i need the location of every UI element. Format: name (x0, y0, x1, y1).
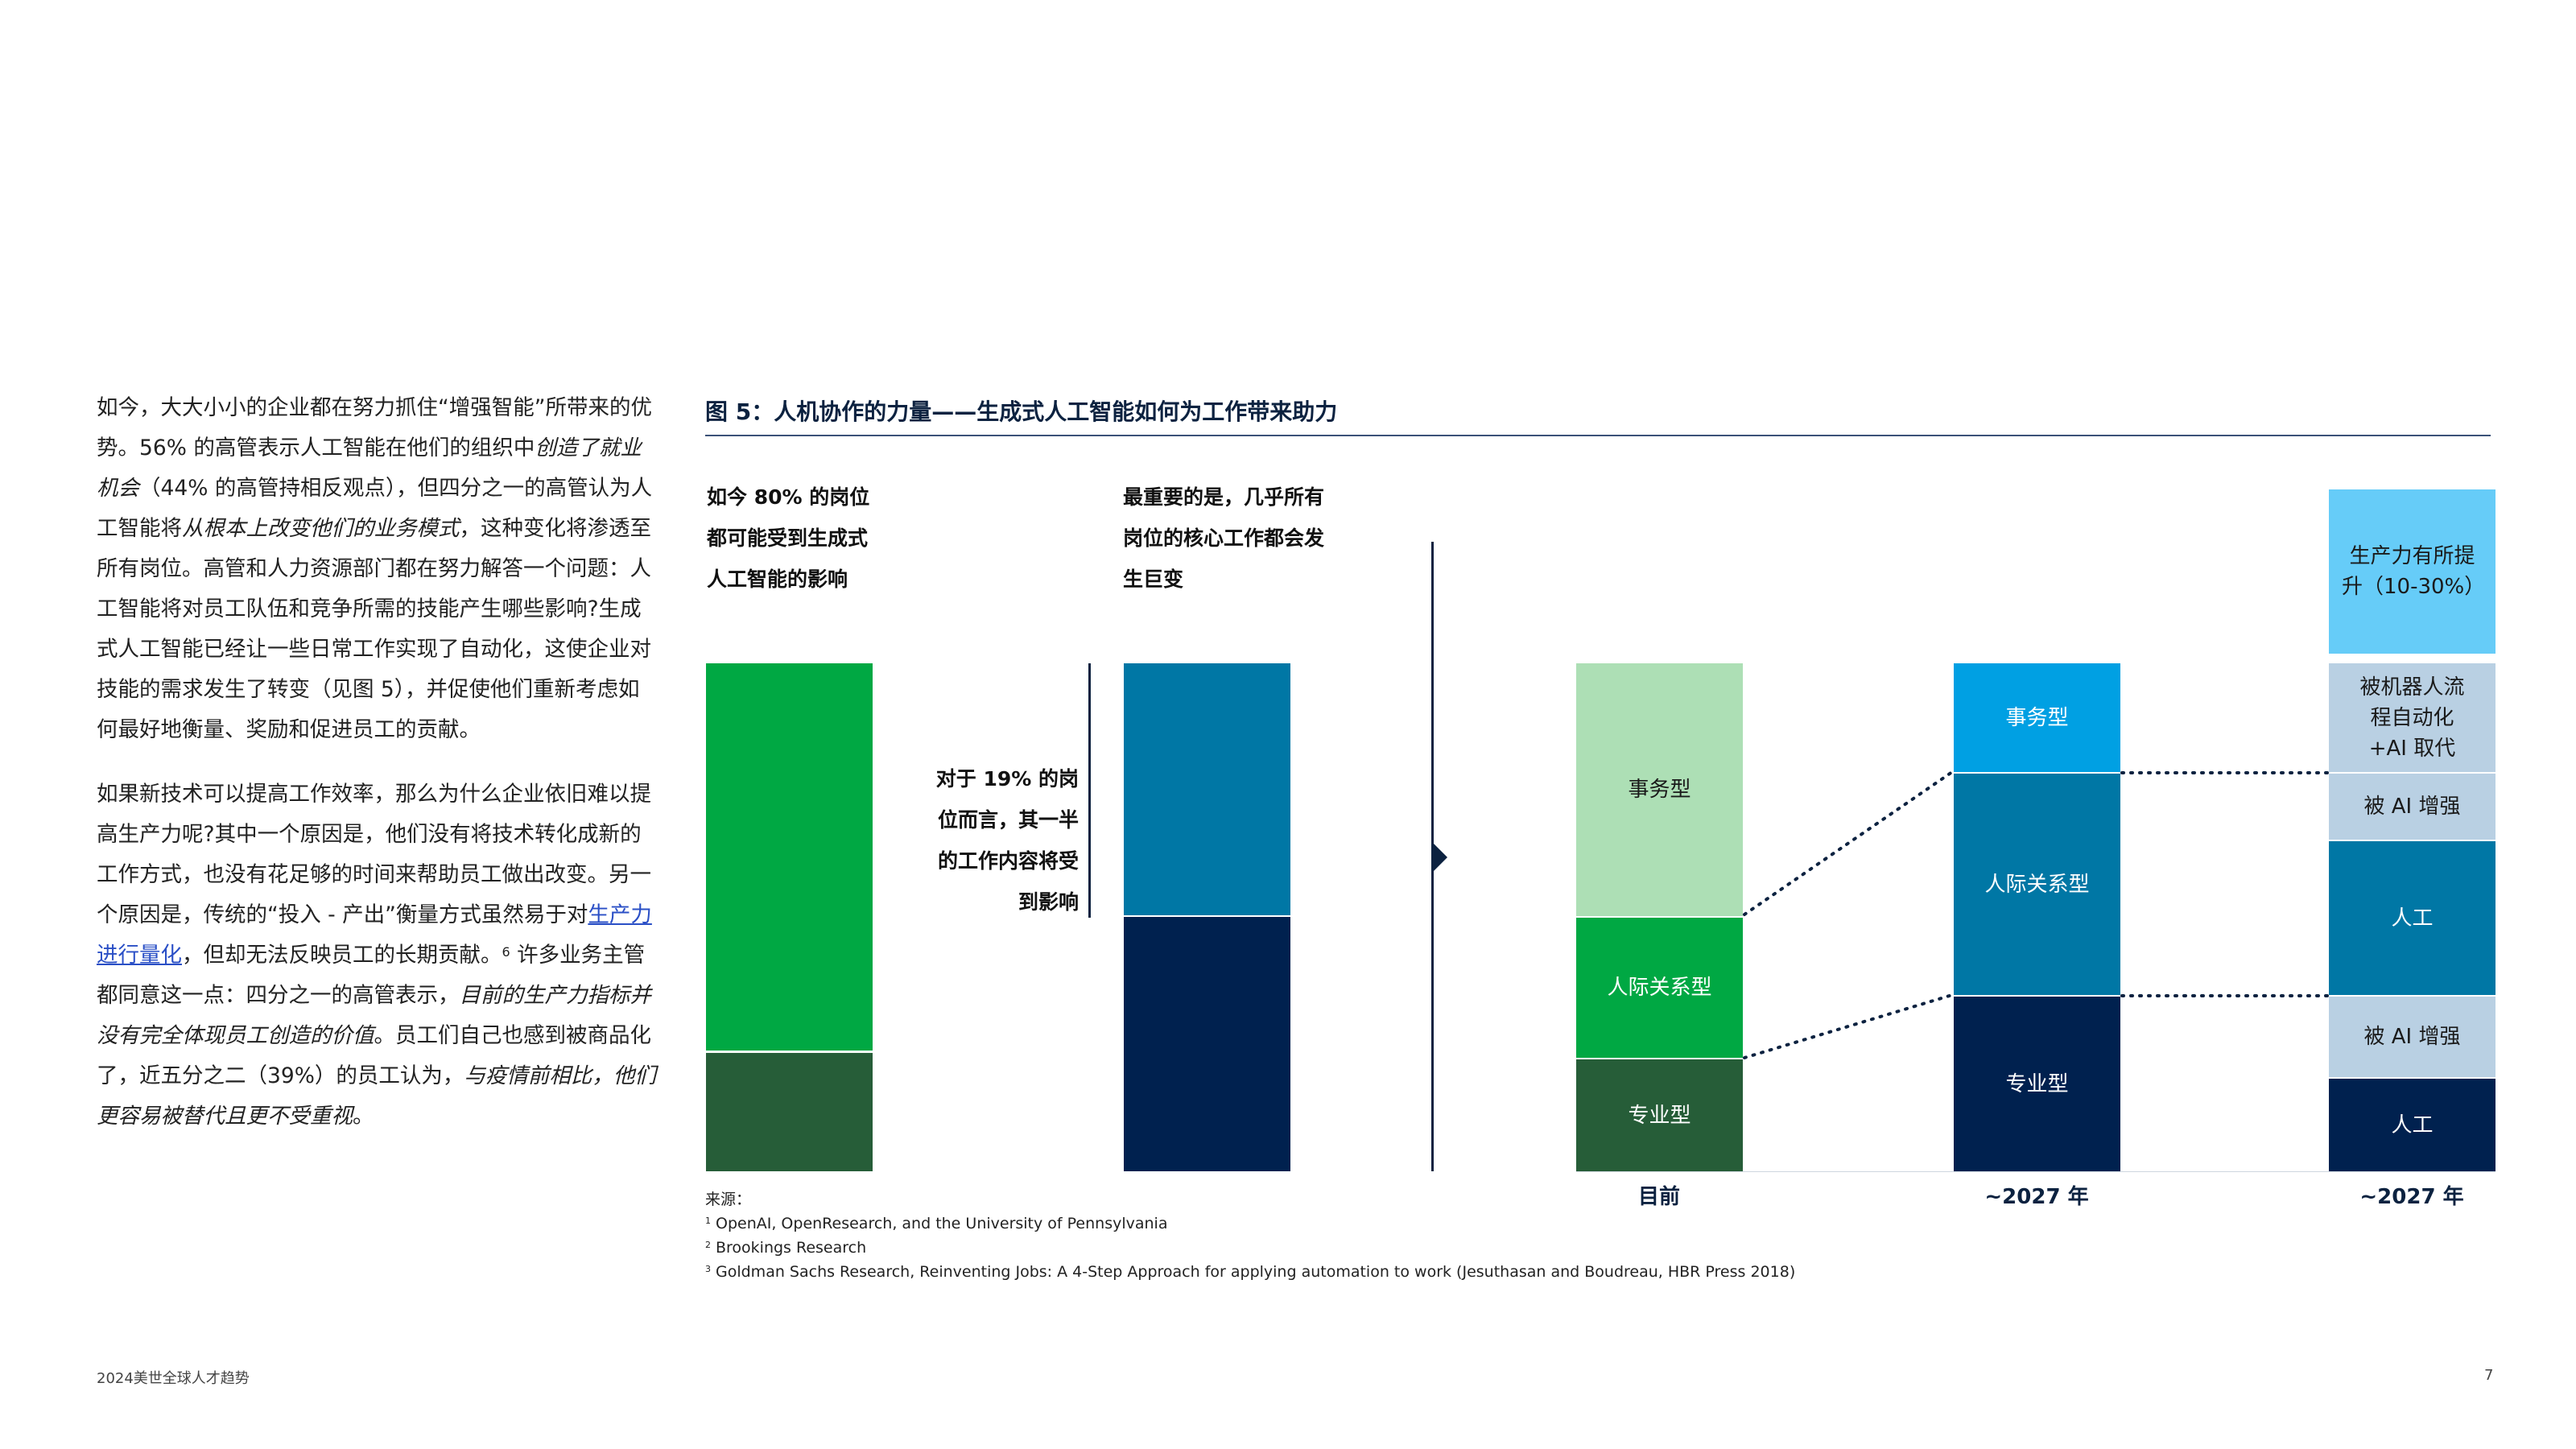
footer-title: 2024美世全球人才趋势 (97, 1370, 250, 1387)
footnote-ref: 6 (502, 944, 510, 960)
source-1: 1 OpenAI, OpenResearch, and the Universit… (705, 1215, 1168, 1232)
current-professional-segment: 专业型 (1576, 1059, 1743, 1171)
future-admin-segment: 事务型 (1954, 663, 2120, 772)
current-admin-segment: 事务型 (1576, 663, 1743, 916)
figure-title-rule (705, 435, 2491, 436)
page-number: 7 (2484, 1367, 2494, 1384)
connector-admin (1743, 770, 1954, 916)
ai-augmented-segment-lower: 被 AI 增强 (2329, 997, 2496, 1077)
body-text: 如今，大大小小的企业都在努力抓住“增强智能”所带来的优势。56% 的高管表示人工… (97, 388, 660, 1161)
label-2027: ~2027 年 (1984, 1185, 2089, 1209)
note-core-work: 最重要的是，几乎所有岗位的核心工作都会发生巨变 (1123, 485, 1325, 591)
chart-baseline (1576, 1171, 2496, 1172)
label-2027-detail: ~2027 年 (2359, 1185, 2464, 1209)
label-current: 目前 (1637, 1185, 1680, 1209)
human-segment-lower: 人工 (2329, 1079, 2496, 1171)
bracket-line (1088, 663, 1091, 918)
current-interpersonal-segment: 人际关系型 (1576, 918, 1743, 1058)
bar-80-percent-green (706, 663, 873, 1051)
sources-heading: 来源： (705, 1191, 752, 1208)
source-2: 2 Brookings Research (705, 1239, 867, 1257)
productivity-link[interactable]: 生产力进行量化 (97, 902, 652, 968)
divider-arrow-icon (1433, 843, 1447, 872)
note-19-percent: 对于 19% 的岗位而言，其一半的工作内容将受到影响 (935, 767, 1079, 914)
figure-title: 图 5：人机协作的力量——生成式人工智能如何为工作带来助力 (705, 398, 1338, 425)
future-interpersonal-segment: 人际关系型 (1954, 774, 2120, 995)
connector-professional (1743, 993, 1954, 1059)
ai-augmented-segment-upper: 被 AI 增强 (2329, 774, 2496, 840)
source-3: 3 Goldman Sachs Research, Reinventing Job… (705, 1263, 1796, 1281)
paragraph-2: 如果新技术可以提高工作效率，那么为什么企业依旧难以提高生产力呢?其中一个原因是，… (97, 782, 656, 1129)
rpa-replaced-segment: 被机器人流程自动化 +AI 取代 (2329, 663, 2496, 772)
section-divider (1431, 542, 1434, 1171)
bar-19-percent-navy (1124, 917, 1290, 1171)
bar-80-percent-dark (706, 1053, 873, 1171)
productivity-gain-segment: 生产力有所提升（10-30%） (2329, 489, 2496, 654)
paragraph-1: 如今，大大小小的企业都在努力抓住“增强智能”所带来的优势。56% 的高管表示人工… (97, 395, 653, 742)
note-80-percent: 如今 80% 的岗位都可能受到生成式人工智能的影响 (707, 485, 870, 591)
bar-19-percent-teal (1124, 663, 1290, 915)
future-professional-segment: 专业型 (1954, 997, 2120, 1171)
human-segment-upper: 人工 (2329, 841, 2496, 995)
